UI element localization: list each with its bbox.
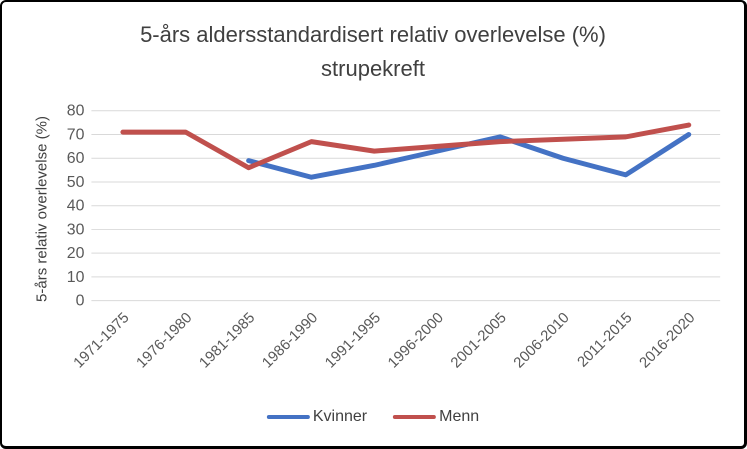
x-tick-label: 2001-2005 <box>448 310 510 371</box>
legend-label-kvinner: Kvinner <box>312 408 368 425</box>
legend-line-swatch-menn <box>393 415 437 419</box>
x-tick-label: 1991-1995 <box>322 310 384 371</box>
legend-entry-kvinner[interactable]: Kvinner <box>266 408 368 426</box>
legend-entry-menn[interactable]: Menn <box>393 408 479 426</box>
x-tick-label: 1986-1990 <box>260 310 322 371</box>
legend-line-swatch-kvinner <box>266 415 310 419</box>
y-tick-label: 10 <box>67 269 85 286</box>
x-tick-label: 2016-2020 <box>637 310 699 371</box>
y-tick-label: 20 <box>67 245 85 262</box>
x-tick-label: 1971-1975 <box>71 310 133 371</box>
x-tick-label: 1996-2000 <box>385 310 447 371</box>
chart-title: 5-års aldersstandardisert relativ overle… <box>2 18 744 86</box>
y-tick-label: 50 <box>67 174 85 191</box>
chart-title-line2: strupekreft <box>321 56 425 81</box>
y-tick-label: 30 <box>67 221 85 238</box>
y-tick-label: 80 <box>67 103 85 120</box>
y-tick-label: 0 <box>76 293 85 310</box>
y-tick-label: 70 <box>67 126 85 143</box>
x-tick-label: 2006-2010 <box>511 310 573 371</box>
x-tick-label: 1976-1980 <box>134 310 196 371</box>
chart-title-line1: 5-års aldersstandardisert relativ overle… <box>140 22 606 47</box>
y-tick-label: 60 <box>67 150 85 167</box>
x-tick-label: 2011-2015 <box>575 310 636 371</box>
y-axis-title: 5-års relativ overlevelse (%) <box>33 116 51 302</box>
series-line-menn <box>120 122 692 171</box>
legend-label-menn: Menn <box>439 408 480 425</box>
legend: Kvinner Menn <box>266 408 479 426</box>
x-tick-label: 1981-1985 <box>197 310 259 371</box>
y-tick-label: 40 <box>67 198 85 215</box>
